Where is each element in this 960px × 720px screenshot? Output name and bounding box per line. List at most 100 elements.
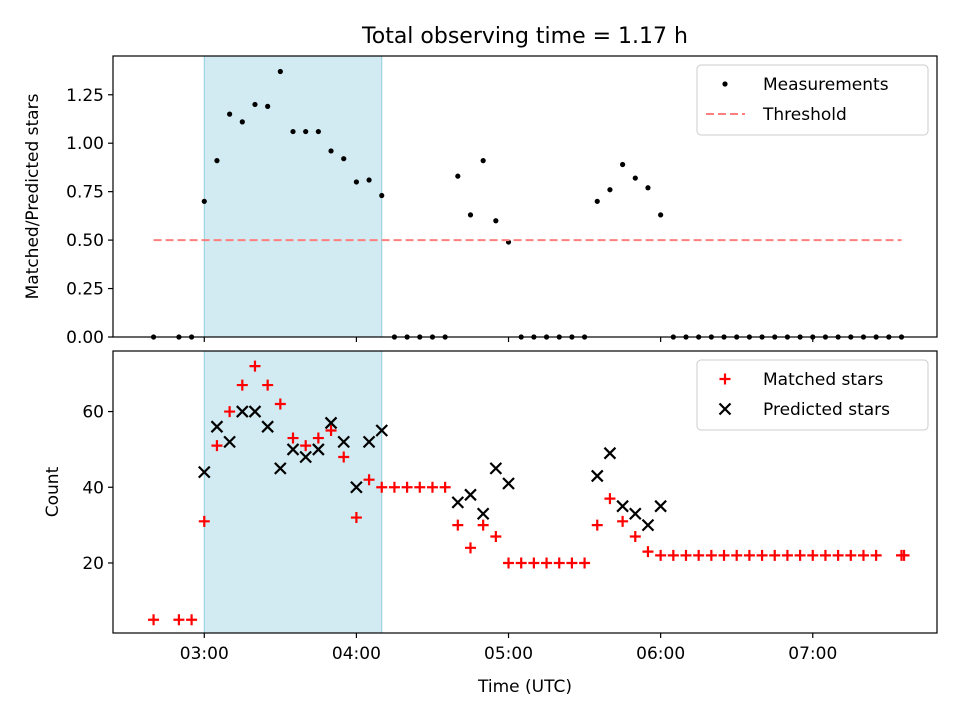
count-axes-frame bbox=[112, 350, 938, 634]
matched-star-point bbox=[363, 474, 375, 486]
ratio-x-ticks bbox=[203, 337, 814, 342]
matched-star-point bbox=[807, 549, 819, 561]
matched-star-point bbox=[832, 549, 844, 561]
predicted-star-point bbox=[616, 499, 629, 513]
predicted-star-point bbox=[261, 420, 274, 433]
predicted-star-point bbox=[451, 496, 465, 509]
ratio-y-tick-label: 0.25 bbox=[66, 280, 104, 300]
measurement-point bbox=[265, 103, 271, 109]
matched-star-point bbox=[148, 614, 160, 626]
matched-star-point bbox=[655, 549, 667, 561]
count-x-tick-label: 07:00 bbox=[788, 644, 837, 664]
measurement-point bbox=[341, 156, 347, 162]
measurement-point bbox=[328, 148, 334, 154]
count-x-tick-label: 03:00 bbox=[180, 644, 229, 664]
predicted-star-point bbox=[324, 416, 338, 430]
predicted-star-point bbox=[248, 405, 262, 418]
count-legend: Matched stars Predicted stars bbox=[696, 359, 929, 431]
ratio-panel: 0.00 0.25 0.50 0.75 1.00 1.25 Matched/Predict… bbox=[23, 55, 938, 348]
matched-star-point bbox=[731, 549, 743, 561]
count-panel: 20 40 60 03:00 04:00 05:00 06:00 07:00 Count M… bbox=[43, 350, 938, 664]
matched-star-point bbox=[464, 542, 476, 554]
matched-star-point bbox=[781, 549, 793, 561]
ratio-y-tick-label: 1.25 bbox=[66, 86, 104, 106]
matched-star-point bbox=[490, 530, 502, 542]
predicted-star-point bbox=[375, 424, 389, 437]
matched-star-point bbox=[705, 549, 717, 561]
matched-star-point bbox=[693, 549, 705, 561]
count-legend-box bbox=[696, 359, 929, 431]
count-x-tick-label: 06:00 bbox=[636, 644, 685, 664]
matched-star-point bbox=[186, 614, 198, 626]
measurement-point bbox=[632, 175, 638, 181]
matched-star-point bbox=[769, 549, 781, 561]
measurement-point bbox=[303, 128, 309, 135]
count-marks bbox=[148, 360, 910, 626]
matched-star-point bbox=[743, 549, 755, 561]
measurement-point bbox=[290, 128, 296, 135]
ratio-y-ticks: 0.00 0.25 0.50 0.75 1.00 1.25 bbox=[66, 86, 113, 348]
count-shaded-span bbox=[203, 350, 383, 634]
matched-star-point bbox=[325, 424, 337, 436]
measurement-point bbox=[645, 185, 651, 191]
matched-star-point bbox=[503, 557, 515, 569]
matched-star-point bbox=[439, 481, 451, 493]
measurement-point bbox=[594, 198, 600, 204]
measurement-point bbox=[366, 177, 372, 183]
ratio-y-tick-label: 0.50 bbox=[66, 231, 104, 251]
count-y-axis-label: Count bbox=[43, 466, 63, 517]
predicted-star-point bbox=[590, 469, 604, 483]
matched-star-point bbox=[553, 557, 565, 569]
count-y-tick-label: 40 bbox=[82, 478, 104, 498]
measurement-point bbox=[252, 101, 258, 108]
measurement-point bbox=[658, 212, 664, 218]
measurement-point bbox=[214, 158, 220, 164]
matched-star-point bbox=[667, 549, 679, 561]
predicted-star-point bbox=[337, 435, 350, 449]
matched-star-point bbox=[617, 515, 629, 527]
measurement-point bbox=[620, 161, 626, 168]
predicted-star-point bbox=[654, 499, 667, 513]
ratio-y-tick-label: 1.00 bbox=[66, 134, 104, 154]
count-legend-label: Predicted stars bbox=[763, 400, 890, 420]
matched-star-point bbox=[898, 549, 910, 561]
predicted-star-point bbox=[312, 443, 325, 456]
measurement-point bbox=[607, 187, 613, 193]
matched-star-point bbox=[376, 481, 388, 493]
count-y-ticks: 20 40 60 bbox=[82, 403, 113, 574]
ratio-shaded-region bbox=[203, 55, 383, 338]
matched-star-point bbox=[173, 614, 185, 626]
predicted-star-point bbox=[641, 518, 655, 532]
count-x-ticks: 03:00 04:00 05:00 06:00 07:00 bbox=[180, 633, 837, 664]
matched-star-point bbox=[819, 549, 831, 561]
matched-star-point bbox=[426, 481, 438, 493]
measurement-point bbox=[353, 179, 359, 185]
measurement-point bbox=[277, 68, 283, 75]
ratio-shaded-span bbox=[203, 55, 383, 338]
matched-star-point bbox=[794, 549, 806, 561]
ratio-axes-frame bbox=[112, 55, 938, 338]
predicted-star-point bbox=[489, 462, 503, 475]
matched-star-point bbox=[680, 549, 692, 561]
measurement-point bbox=[379, 192, 385, 199]
matched-star-point bbox=[528, 557, 540, 569]
matched-star-point bbox=[312, 432, 324, 444]
ratio-legend-label: Threshold bbox=[762, 105, 847, 125]
predicted-star-point bbox=[299, 450, 312, 464]
measurement-point bbox=[493, 218, 499, 224]
count-shaded-region bbox=[203, 350, 383, 634]
matched-star-point bbox=[338, 451, 350, 463]
x-axis-label: Time (UTC) bbox=[477, 677, 572, 697]
matched-star-point bbox=[604, 493, 616, 505]
matched-star-point bbox=[300, 440, 312, 452]
matched-star-point bbox=[274, 398, 286, 410]
count-legend-marker bbox=[719, 373, 731, 385]
count-y-tick-label: 20 bbox=[82, 554, 104, 574]
predicted-star-point bbox=[350, 480, 363, 494]
matched-star-point bbox=[756, 549, 768, 561]
matched-star-point bbox=[350, 512, 362, 524]
matched-star-point bbox=[198, 515, 210, 527]
ratio-legend: Measurements Threshold bbox=[696, 64, 929, 136]
measurement-point bbox=[455, 173, 461, 179]
